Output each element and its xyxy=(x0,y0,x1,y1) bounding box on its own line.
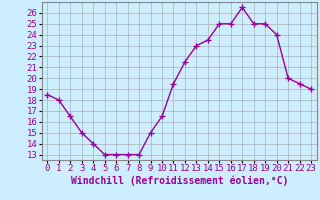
X-axis label: Windchill (Refroidissement éolien,°C): Windchill (Refroidissement éolien,°C) xyxy=(70,176,288,186)
